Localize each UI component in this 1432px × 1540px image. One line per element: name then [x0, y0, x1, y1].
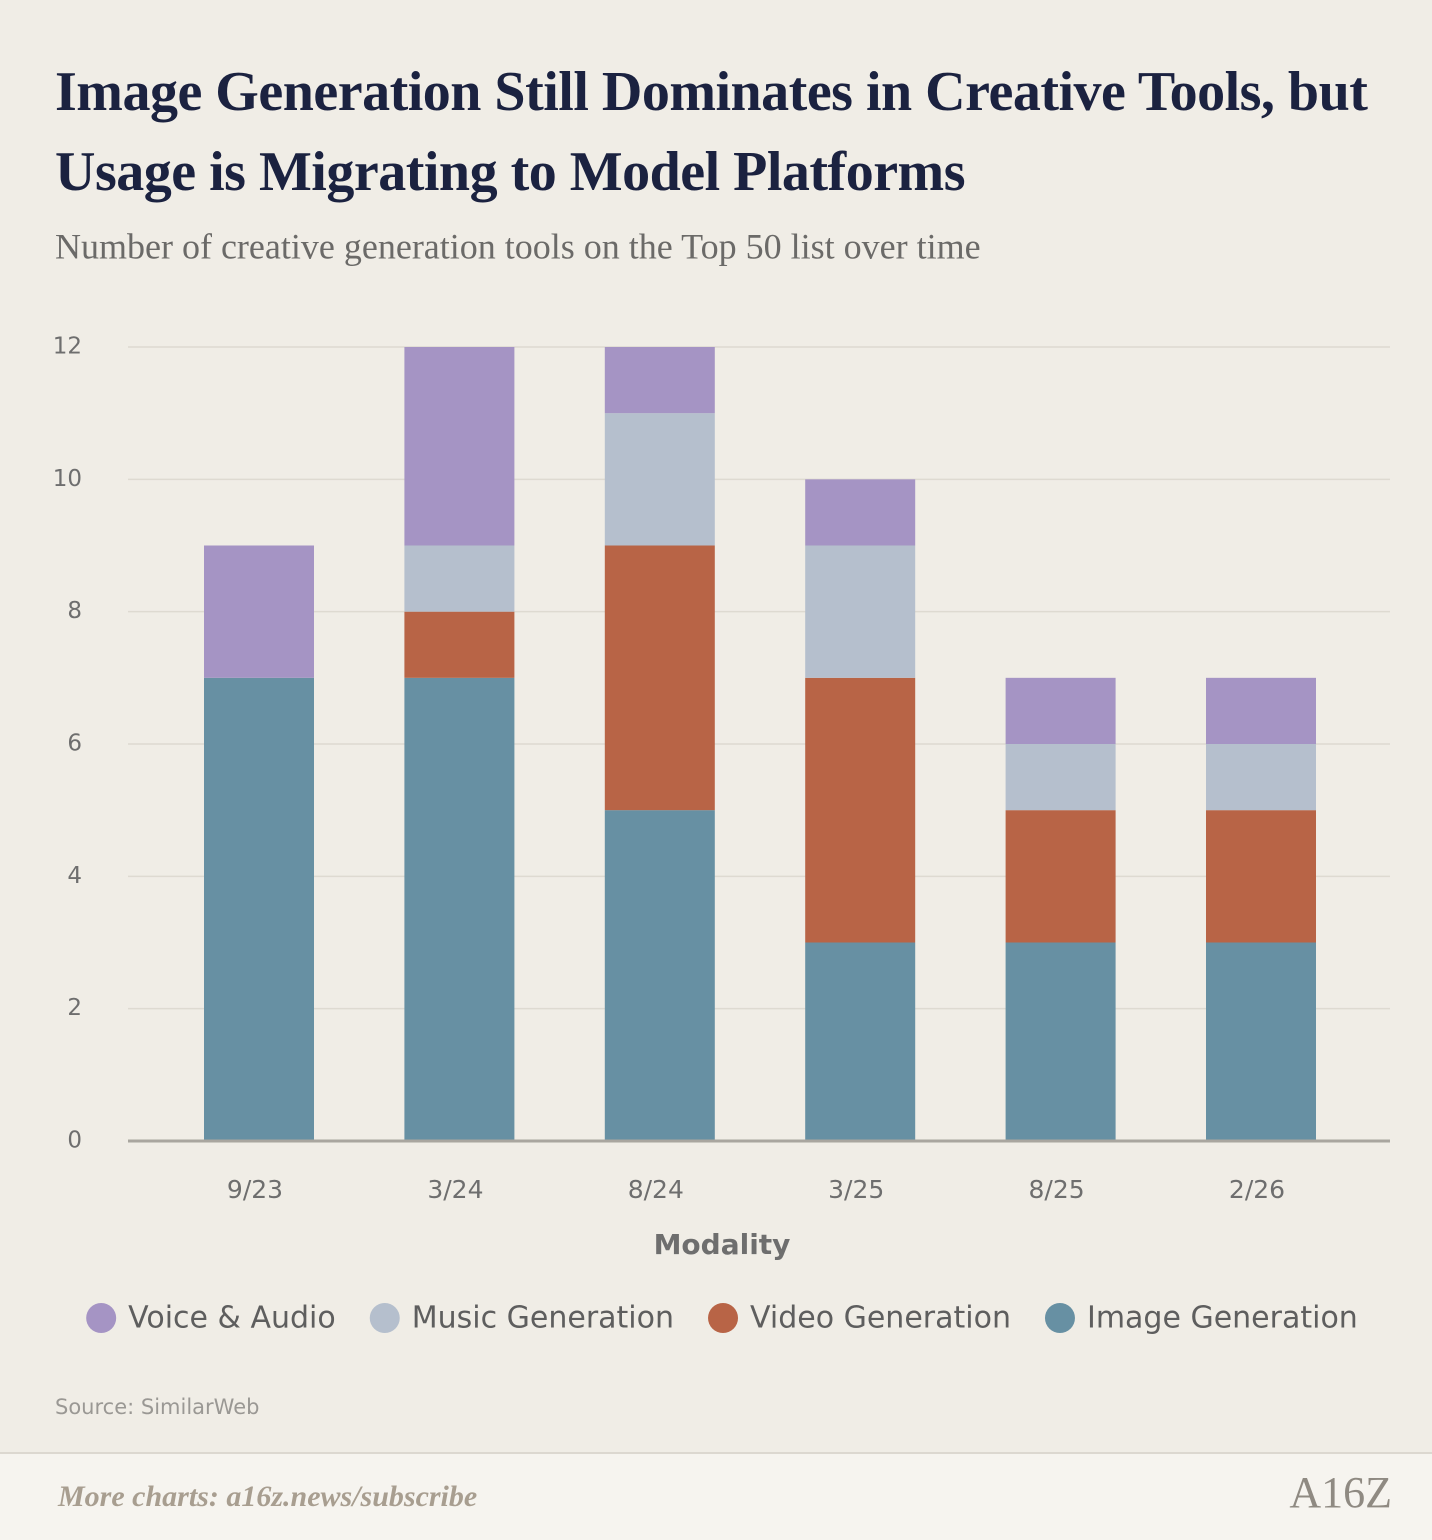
bar-segment	[1005, 810, 1116, 943]
bar-segment	[1005, 677, 1116, 744]
bar-segment	[204, 677, 314, 1141]
y-tick-label: 4	[67, 863, 82, 889]
bar-segment	[805, 545, 916, 678]
bar-segment	[1206, 677, 1316, 744]
bar-segment	[805, 677, 916, 943]
bar-segment	[404, 677, 515, 1141]
y-tick-label: 12	[53, 334, 82, 360]
bar-segment	[1206, 744, 1316, 811]
bar-segment	[1206, 810, 1316, 943]
y-tick-label: 10	[53, 466, 82, 492]
bar-segment	[604, 545, 715, 811]
y-tick-label: 8	[67, 598, 82, 624]
bar-segment	[404, 347, 515, 546]
legend-label: Music Generation	[412, 1301, 674, 1336]
x-tick-label: 2/26	[1229, 1175, 1285, 1204]
legend-marker	[1044, 1303, 1075, 1333]
y-tick-label: 2	[67, 995, 82, 1021]
x-tick-label: 8/24	[628, 1175, 684, 1204]
bar-segment	[1206, 942, 1316, 1141]
x-tick-label: 3/25	[828, 1175, 884, 1204]
bar-segment	[404, 611, 515, 678]
footer-text: More charts: a16z.news/subscribe	[57, 1480, 477, 1513]
chart-subtitle: Number of creative generation tools on t…	[55, 226, 981, 266]
source: Source: SimilarWeb	[55, 1395, 259, 1419]
bar-segment	[1005, 942, 1116, 1141]
bar-segment	[805, 479, 916, 546]
bar-segment	[604, 347, 715, 414]
bar-segment	[404, 545, 515, 612]
legend-label: Voice & Audio	[128, 1301, 336, 1336]
x-tick-label: 3/24	[427, 1175, 483, 1204]
logo: A16Z	[1289, 1468, 1392, 1517]
chart-title: Image Generation Still Dominates in Crea…	[55, 61, 1368, 203]
legend-marker	[86, 1303, 117, 1333]
x-tick-label: 9/23	[227, 1175, 283, 1204]
x-axis-label: Modality	[654, 1228, 791, 1261]
legend-marker	[708, 1303, 739, 1333]
bar-segment	[1005, 744, 1116, 811]
legend-label: Video Generation	[750, 1301, 1011, 1336]
x-tick-label: 8/25	[1029, 1175, 1085, 1204]
bar-segment	[204, 545, 314, 678]
footer-band	[0, 1453, 1432, 1540]
legend-label: Image Generation	[1087, 1301, 1358, 1336]
bar-segment	[805, 942, 916, 1141]
bar-segment	[604, 413, 715, 546]
legend-marker	[369, 1303, 400, 1333]
y-tick-label: 6	[67, 731, 82, 757]
bar-segment	[604, 810, 715, 1141]
y-tick-label: 0	[67, 1128, 82, 1154]
